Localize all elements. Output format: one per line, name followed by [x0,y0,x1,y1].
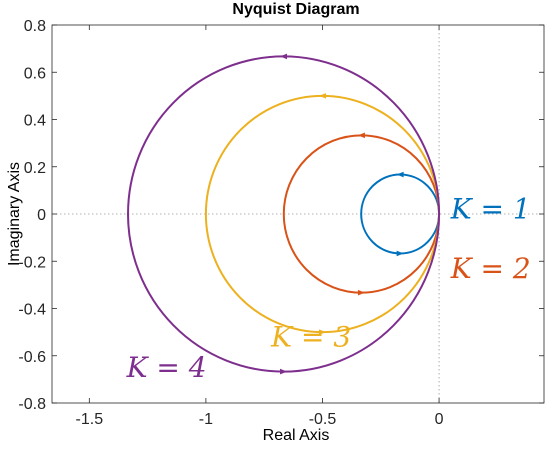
chart-title: Nyquist Diagram [232,1,359,18]
y-tick-label: 0.4 [24,113,46,130]
series-k3-arrow-bottom [318,329,326,335]
series-group [127,53,441,375]
series-k1-arrow-bottom [396,250,404,257]
y-tick-label: 0.6 [24,65,46,82]
y-tick-label: -0.6 [18,349,46,366]
y-tick-label: 0.2 [24,160,46,177]
x-tick-label: -1 [199,411,213,428]
series-k1-label: K = 1 [450,193,531,226]
y-tick-label: 0.8 [24,18,46,35]
y-tick-label: 0 [37,207,46,224]
x-tick-label: 0 [435,411,444,428]
x-axis-ticks: -1.5 -1 -0.5 0 [76,25,444,428]
series-k2-arrow-top [357,132,365,139]
series-k3-label: K = 3 [270,320,351,353]
series-k1-arrow-top [396,171,404,178]
series-labels: K = 1 K = 2 K = 3 K = 4 [126,193,531,384]
y-axis-label: Imaginary Axis [6,162,23,266]
y-tick-label: -0.2 [18,254,46,271]
series-k2-arrow-bottom [357,289,365,296]
plot-area [51,24,545,404]
series-k4-arrow-bottom [280,368,288,375]
y-tick-label: -0.4 [18,302,46,319]
series-k2-label: K = 2 [450,252,531,285]
x-axis-label: Real Axis [263,427,330,444]
x-tick-label: -1.5 [76,411,104,428]
y-tick-label: -0.8 [18,396,46,413]
y-axis-ticks: 0.8 0.6 0.4 0.2 0 -0.2 -0.4 -0.6 -0.8 [18,18,544,413]
series-k3-arrow-top [318,93,326,99]
series-k4-arrow-top [280,53,288,60]
series-k4-label: K = 4 [126,351,207,384]
x-tick-label: -0.5 [309,411,337,428]
